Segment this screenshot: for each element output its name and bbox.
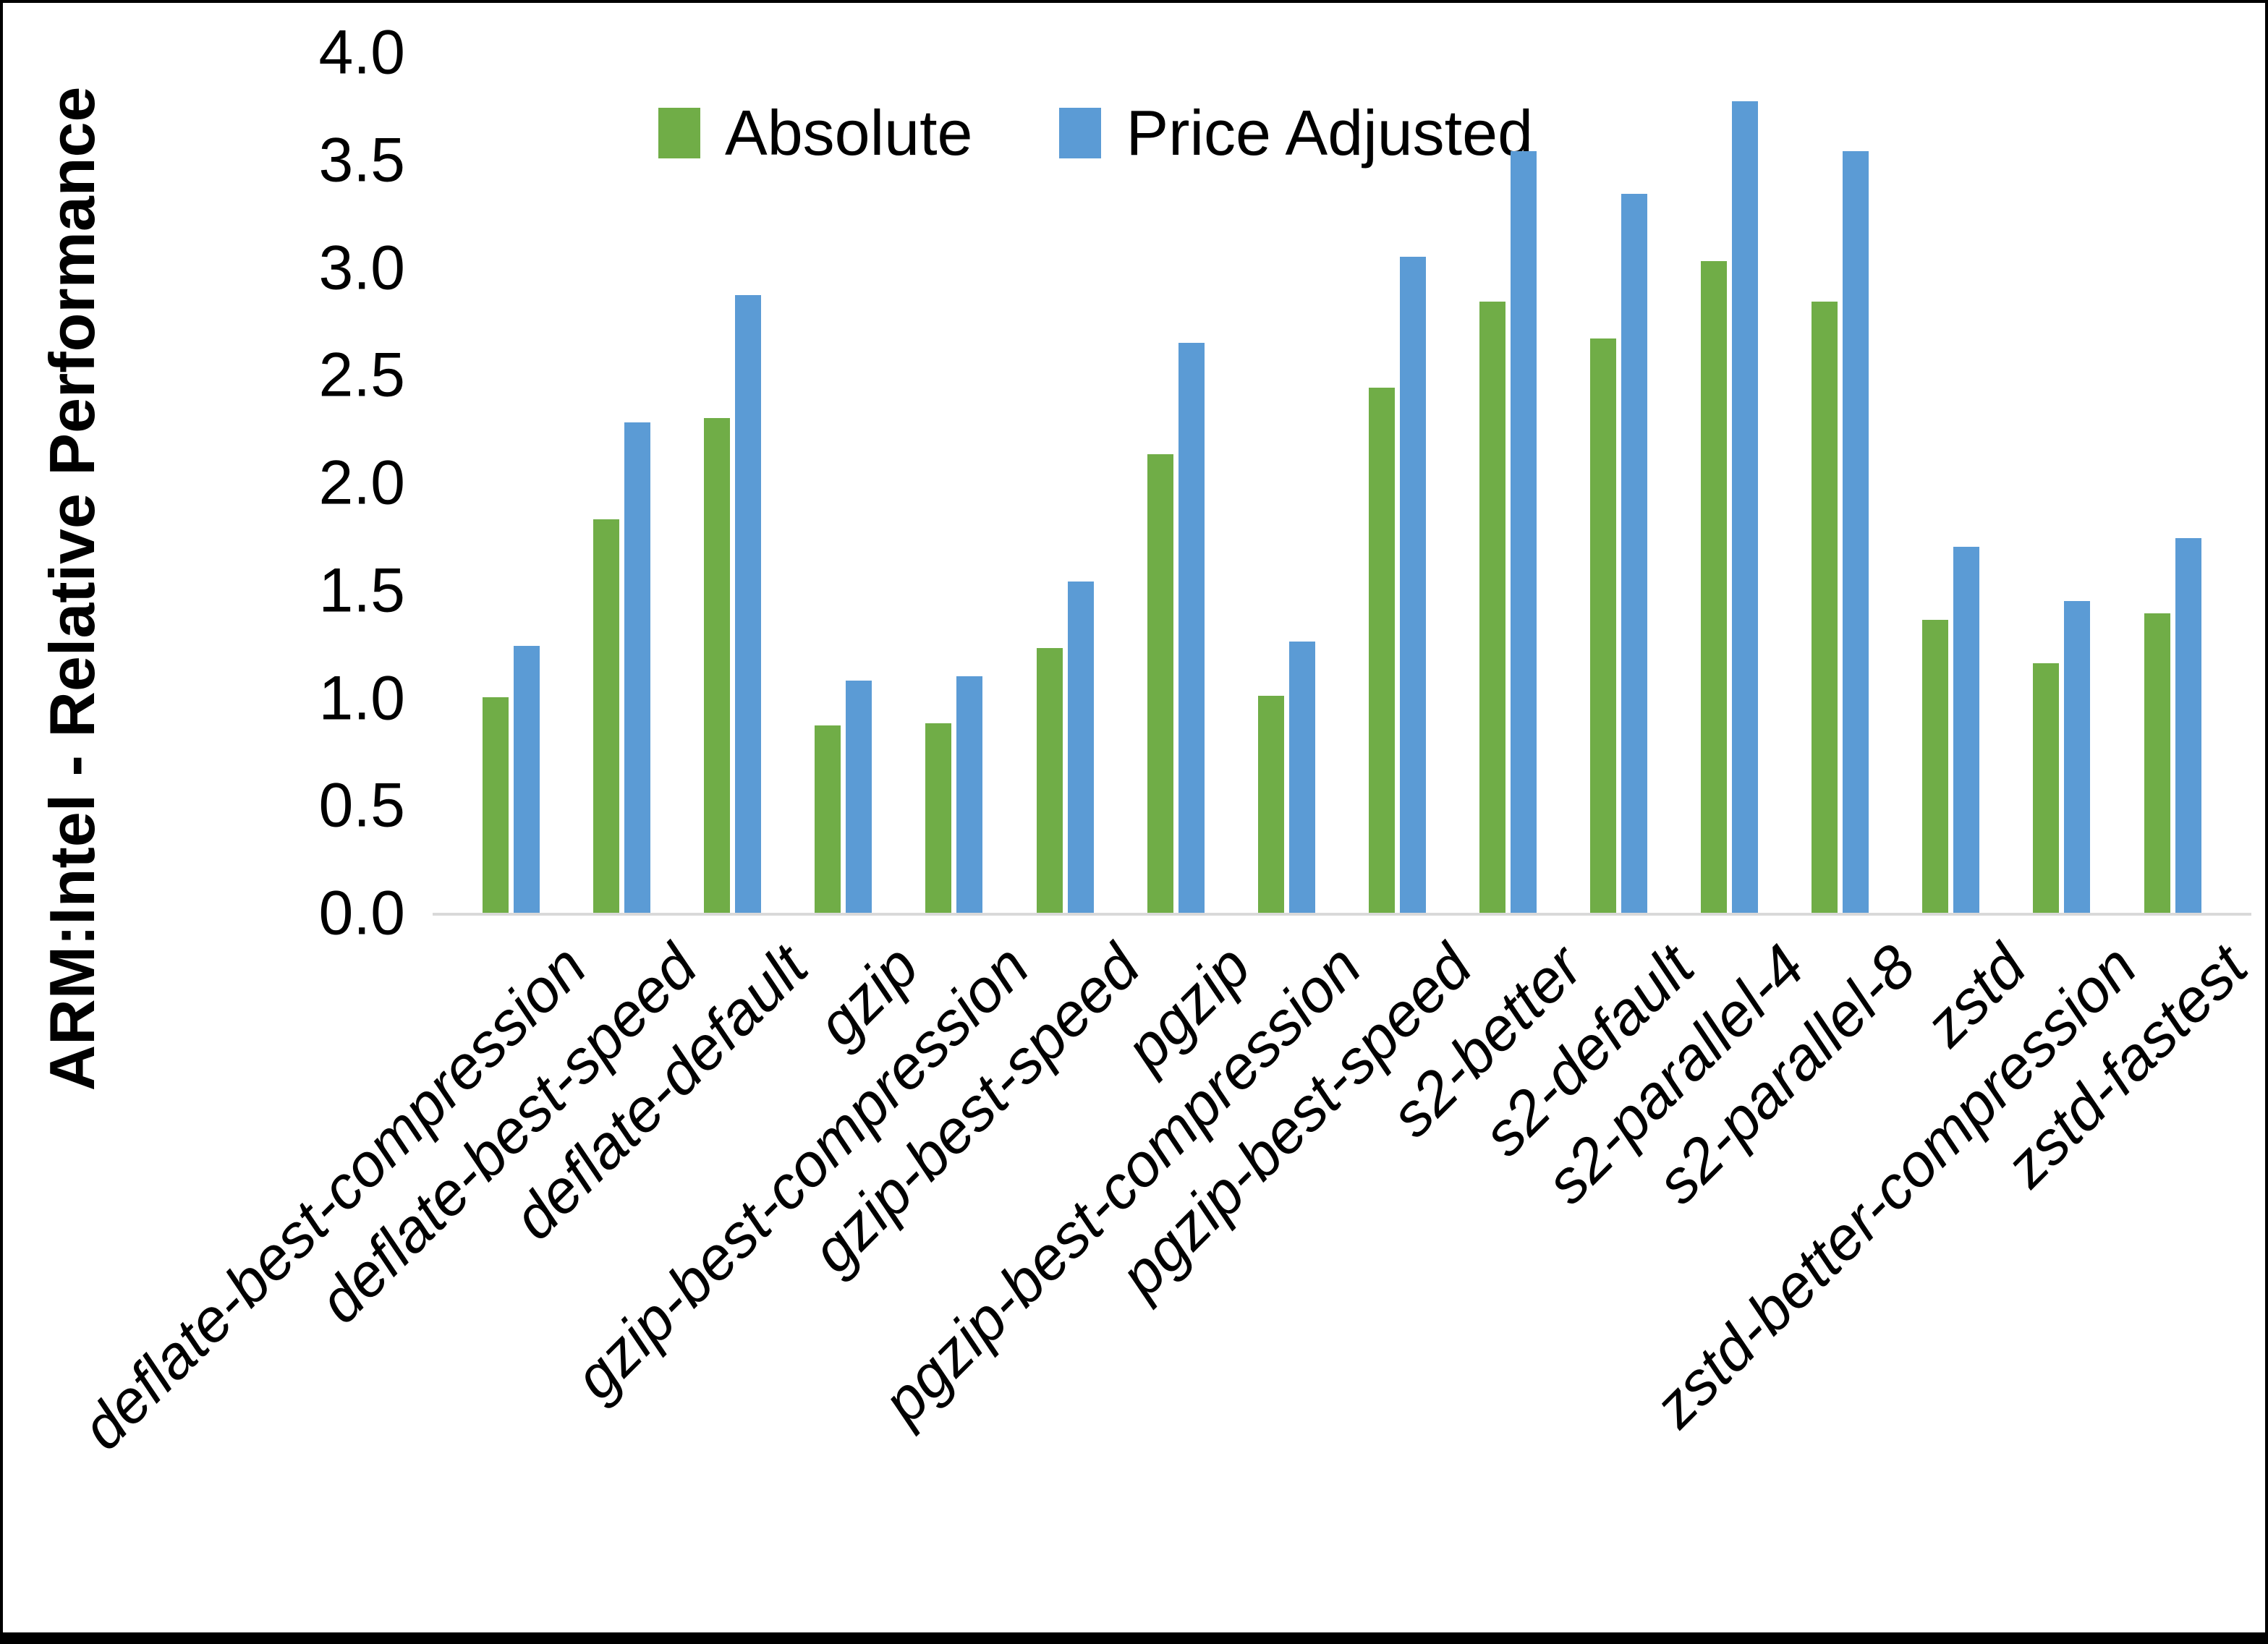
bar-absolute-zstd-fastest (2144, 613, 2170, 913)
bar-absolute-gzip-best-speed (1037, 648, 1063, 913)
legend: Absolute Price Adjusted (658, 101, 1533, 165)
bar-absolute-s2-better (1479, 302, 1505, 913)
bar-price-adjusted-zstd-better-compression (2064, 601, 2090, 913)
bar-absolute-deflate-best-speed (593, 519, 619, 913)
bar-price-adjusted-gzip-best-speed (1068, 582, 1094, 913)
y-tick-label: 2.5 (318, 340, 405, 410)
bottom-border-bar (3, 1632, 2265, 1641)
y-tick-label: 1.0 (318, 663, 405, 733)
legend-entry: Price Adjusted (1059, 101, 1533, 165)
bar-absolute-pgzip (1147, 454, 1173, 913)
y-tick-label: 0.5 (318, 770, 405, 840)
bar-absolute-pgzip-best-speed (1369, 388, 1395, 913)
bar-price-adjusted-s2-default (1621, 194, 1647, 913)
x-axis-line (433, 913, 2251, 916)
bar-absolute-deflate-best-compression (483, 697, 509, 913)
bar-price-adjusted-deflate-default (735, 295, 761, 913)
bar-price-adjusted-pgzip (1178, 343, 1205, 913)
y-tick-label: 1.5 (318, 555, 405, 626)
bar-price-adjusted-pgzip-best-compression (1289, 642, 1315, 913)
bar-price-adjusted-s2-better (1511, 151, 1537, 913)
bar-absolute-zstd-better-compression (2033, 663, 2059, 913)
bar-absolute-s2-parallel-8 (1812, 302, 1838, 913)
bar-absolute-gzip (815, 725, 841, 913)
legend-swatch-icon (1059, 108, 1102, 158)
bar-price-adjusted-zstd (1953, 547, 1979, 913)
bar-absolute-zstd (1922, 620, 1948, 913)
y-tick-label: 3.5 (318, 125, 405, 195)
legend-label: Price Adjusted (1126, 97, 1534, 169)
y-tick-label: 2.0 (318, 448, 405, 518)
bar-price-adjusted-zstd-fastest (2175, 538, 2201, 913)
bar-absolute-deflate-default (704, 418, 730, 913)
legend-entry: Absolute (658, 101, 972, 165)
bar-absolute-s2-parallel-4 (1701, 261, 1727, 913)
legend-label: Absolute (725, 97, 973, 169)
bar-absolute-pgzip-best-compression (1258, 696, 1284, 913)
bar-price-adjusted-s2-parallel-4 (1732, 101, 1758, 913)
y-tick-label: 4.0 (318, 17, 405, 88)
y-tick-label: 0.0 (318, 878, 405, 948)
legend-swatch-icon (658, 108, 700, 158)
bar-price-adjusted-gzip-best-compression (956, 676, 982, 913)
bar-price-adjusted-gzip (846, 681, 872, 913)
plot-area: 0.0 0.5 1.0 1.5 2.0 2.5 3.0 3.5 4.0 deflate-best-… (3, 3, 2265, 1641)
bar-absolute-s2-default (1590, 338, 1616, 913)
bar-price-adjusted-deflate-best-compression (514, 646, 540, 913)
bar-absolute-gzip-best-compression (925, 723, 951, 913)
bar-price-adjusted-s2-parallel-8 (1843, 151, 1869, 913)
bar-price-adjusted-pgzip-best-speed (1400, 257, 1426, 913)
bar-price-adjusted-deflate-best-speed (624, 422, 650, 913)
y-tick-label: 3.0 (318, 232, 405, 302)
